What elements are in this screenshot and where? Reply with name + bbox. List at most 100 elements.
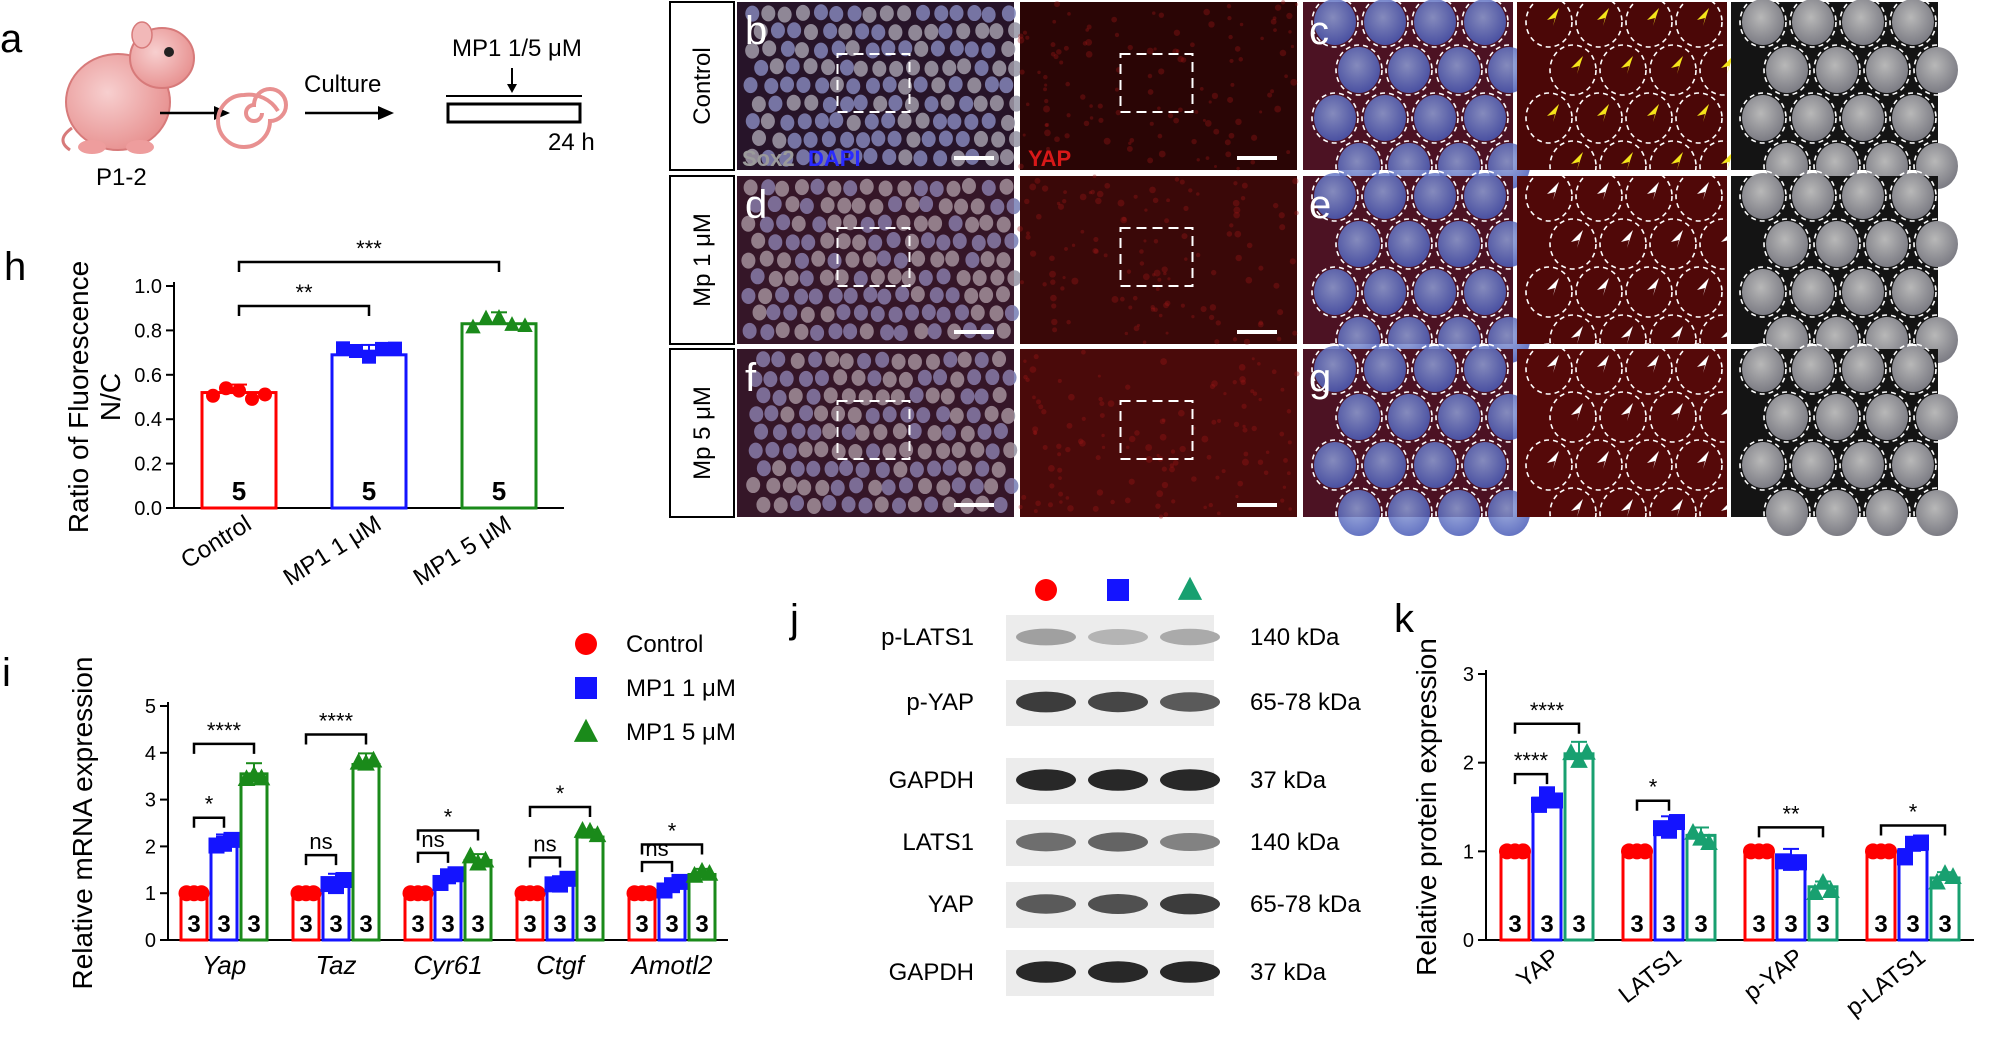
micrograph-yap: [1018, 349, 1300, 519]
n-label: 3: [329, 911, 342, 938]
panel-letter-e: e: [1309, 183, 1331, 227]
significance-bracket: [1879, 824, 1947, 836]
blot-size: 140 kDa: [1250, 624, 1340, 651]
n-label: 3: [553, 911, 566, 938]
row-label-box: [669, 348, 735, 518]
x-tick-label: Cyr61: [413, 950, 482, 980]
arrowhead-marker: [1571, 326, 1583, 344]
blot-band: [1016, 691, 1076, 713]
arrowhead-marker: [1697, 278, 1709, 296]
x-tick-label: LATS1: [1614, 943, 1687, 1008]
n-label: 3: [299, 911, 312, 938]
blot-size: 140 kDa: [1250, 829, 1340, 856]
bar: [239, 772, 269, 942]
n-label: 3: [523, 911, 536, 938]
bar: [351, 763, 381, 942]
bar: [330, 353, 408, 510]
x-tick-label: Amotl2: [630, 950, 713, 980]
arrowhead-marker: [1547, 451, 1559, 469]
arrowhead-marker: [1697, 104, 1709, 122]
data-point: [364, 750, 383, 768]
blot-size: 65-78 kDa: [1250, 891, 1361, 918]
arrowhead-marker: [1547, 355, 1559, 373]
arrowhead-marker: [1647, 355, 1659, 373]
data-point: [335, 872, 352, 889]
data-point: [671, 873, 688, 890]
mouse-pup-illustration: [61, 21, 195, 154]
arrowhead-marker: [1597, 451, 1609, 469]
arrowhead-marker: [1547, 278, 1559, 296]
significance-bracket: [192, 816, 226, 828]
x-tick-label: Taz: [316, 950, 357, 980]
n-label: 3: [1752, 911, 1765, 938]
n-label: 3: [187, 911, 200, 938]
y-tick-label: 2: [145, 836, 156, 858]
data-point: [1913, 834, 1929, 851]
zoom-region-box: [836, 53, 911, 113]
data-point: [336, 341, 350, 356]
zoom-region-box: [1119, 227, 1194, 287]
data-point: [1759, 843, 1775, 860]
row-label: Control: [689, 47, 716, 124]
arrowhead-marker: [1547, 182, 1559, 200]
bar: [200, 391, 278, 510]
arrowhead-marker: [1571, 230, 1583, 248]
n-label: 3: [695, 911, 708, 938]
bar: [1499, 849, 1531, 942]
significance-label: ns: [533, 832, 556, 857]
n-label: 3: [1508, 911, 1521, 938]
blot-band: [1088, 629, 1148, 645]
bar: [575, 835, 605, 942]
significance-label: ****: [207, 718, 242, 743]
blot-band: [1088, 691, 1148, 713]
y-axis-label: Relative mRNA expression: [67, 656, 98, 989]
data-point: [1881, 843, 1897, 860]
legend-label: MP1 5 μM: [626, 719, 736, 746]
blot-band: [1160, 961, 1220, 983]
x-tick-label: p-YAP: [1739, 943, 1809, 1006]
significance-bracket: [416, 851, 450, 863]
data-point: [1897, 849, 1913, 866]
duration-label: 24 h: [548, 129, 595, 156]
blot-label: YAP: [928, 891, 974, 918]
data-point: [447, 866, 464, 883]
n-label: 3: [1662, 911, 1675, 938]
y-tick-label: 0: [145, 930, 156, 952]
zoom-region-box: [836, 227, 911, 287]
significance-bracket: [237, 304, 371, 316]
stain-label-sox2: Sox2: [742, 146, 795, 171]
culture-timeline-box: [446, 102, 582, 124]
zoom-region-box: [1119, 53, 1194, 113]
legend-marker: [575, 677, 597, 699]
significance-bracket: [416, 829, 480, 841]
significance-bracket: [528, 805, 592, 818]
y-tick-label: 3: [1463, 664, 1474, 686]
x-tick-label: Control: [176, 510, 256, 574]
arrowhead-marker: [1571, 499, 1583, 517]
n-label: 3: [1540, 911, 1553, 938]
n-label: 3: [441, 911, 454, 938]
stain-label-dapi: DAPI: [808, 146, 861, 171]
arrowhead-marker: [1621, 152, 1633, 170]
data-point: [193, 885, 210, 902]
n-label: 3: [1816, 911, 1829, 938]
row-label-box: [669, 175, 735, 345]
data-point: [232, 383, 246, 398]
panel-letter-b: b: [745, 9, 767, 53]
significance-label: **: [295, 280, 313, 305]
micrograph-yap: [1017, 174, 1299, 345]
data-point: [1578, 742, 1596, 760]
data-point: [252, 768, 271, 786]
data-point: [461, 846, 480, 864]
micrograph-zoomSox: [1731, 170, 1961, 366]
n-label: 3: [1572, 911, 1585, 938]
significance-bracket: [1757, 826, 1825, 838]
arrowhead-marker: [1671, 230, 1683, 248]
arrowhead-marker: [1597, 355, 1609, 373]
micrograph-yap: [1017, 0, 1299, 171]
blot-band: [1016, 832, 1076, 852]
y-tick-label: 0.2: [134, 454, 162, 476]
data-point: [258, 387, 272, 402]
data-point: [219, 381, 233, 396]
